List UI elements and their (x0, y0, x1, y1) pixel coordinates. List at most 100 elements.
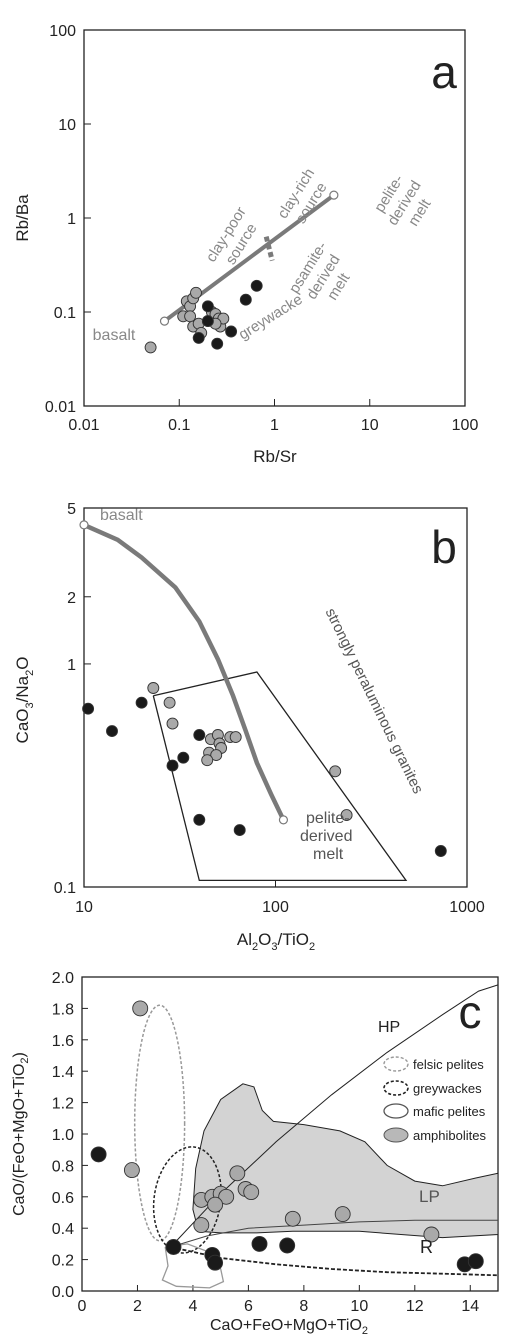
x-tick-label-a: 100 (452, 417, 479, 434)
y-tick-label-a: 10 (58, 117, 76, 134)
x-tick-label-c: 4 (188, 1298, 197, 1315)
y-tick-label-b: 1 (67, 657, 76, 674)
x-tick-label-c: 2 (133, 1298, 142, 1315)
y-tick-label-b: 0.1 (54, 880, 76, 897)
c-grey-point-10 (207, 1196, 224, 1213)
b-black-point-5 (177, 751, 190, 764)
b-grey-point-10 (201, 754, 214, 767)
c-grey-point-12 (284, 1210, 301, 1227)
lp-label: LP (419, 1187, 440, 1206)
x-tick-label-c: 12 (406, 1298, 424, 1315)
felsic-pelites-ellipse (133, 1004, 186, 1242)
y-axis-label-c: CaO/(FeO+MgO+TiO2) (11, 1052, 31, 1216)
b-grey-point-3 (166, 717, 179, 730)
legend-felsic-swatch (383, 1056, 409, 1072)
y-tick-label-c: 0.2 (52, 1253, 74, 1270)
panel-letter-b: b (431, 521, 457, 573)
x-tick-label-b: 10 (75, 899, 93, 916)
b-grey-point-13 (329, 765, 342, 778)
panel-letter-a: a (431, 46, 457, 98)
c-grey-point-9 (243, 1184, 260, 1201)
x-tick-label-c: 6 (244, 1298, 253, 1315)
c-black-point-6 (279, 1237, 296, 1254)
y-tick-label-c: 1.6 (52, 1033, 74, 1050)
hp-curve (170, 984, 499, 1248)
b-black-point-9 (434, 845, 447, 857)
y-tick-label-c: 1.8 (52, 1001, 74, 1018)
panel-c: 0 2 4 6 8 10 12 14 0.0 0.2 0.4 0.6 0.8 1.0 1.2 1.4 1.6 1.… (11, 970, 499, 1336)
y-tick-label-c: 1.2 (52, 1096, 74, 1113)
b-grey-point-14 (340, 809, 353, 822)
b-black-point-2 (106, 725, 118, 738)
x-tick-label-a: 10 (361, 417, 379, 434)
panel-letter-c: c (459, 986, 482, 1038)
a-black-point-7 (250, 279, 263, 292)
b-black-point-6 (193, 729, 206, 741)
c-black-point-2 (165, 1239, 182, 1255)
y-tick-label-a: 1 (67, 211, 76, 228)
x-tick-label-b: 100 (262, 899, 289, 916)
y-tick-label-a: 0.01 (45, 399, 76, 416)
c-grey-point-14 (423, 1226, 440, 1243)
legend-mafic-swatch (383, 1103, 409, 1119)
legend-c: felsic pelites greywackes mafic pelites … (383, 1056, 486, 1143)
x-tick-label-a: 1 (270, 417, 279, 434)
y-tick-label-c: 1.4 (52, 1064, 74, 1081)
pelite-label-b-3: melt (313, 846, 344, 863)
mafic-pelites-outline (161, 1243, 225, 1289)
y-tick-label-c: 0.8 (52, 1158, 74, 1175)
a-black-point-4 (211, 337, 224, 350)
y-tick-label-b: 5 (67, 501, 76, 518)
a-grey-point-6 (190, 286, 202, 299)
y-tick-label-c: 0.0 (52, 1284, 74, 1301)
c-grey-point-6 (218, 1188, 235, 1205)
y-axis-label-b: CaO3/Na2O (13, 657, 36, 744)
r-label: R (420, 1237, 433, 1257)
x-axis-label-a: Rb/Sr (253, 447, 297, 466)
x-tick-label-c: 8 (299, 1298, 308, 1315)
y-tick-label-c: 2.0 (52, 970, 74, 987)
points-c (90, 1000, 484, 1273)
legend-greywackes-swatch (383, 1080, 409, 1096)
endmember-basalt-b (79, 520, 89, 530)
y-tick-label-c: 0.4 (52, 1221, 74, 1238)
source-divider (263, 235, 275, 262)
basalt-label-a: basalt (93, 327, 136, 344)
y-tick-label-c: 1.0 (52, 1127, 74, 1144)
strongly-peraluminous-field (152, 671, 408, 882)
x-tick-label-c: 10 (350, 1298, 368, 1315)
y-tick-label-a: 0.1 (54, 305, 76, 322)
b-black-point-8 (233, 824, 246, 837)
legend-felsic-label: felsic pelites (413, 1057, 484, 1072)
c-grey-point-7 (229, 1165, 246, 1182)
x-tick-label-a: 0.1 (168, 417, 190, 434)
axis-ticks-b: 10 100 1000 0.1 1 2 5 (54, 501, 485, 916)
lp-curve (170, 1219, 498, 1248)
amphibolites-field (192, 1083, 499, 1239)
c-grey-point-11 (193, 1217, 210, 1234)
a-black-point-5 (225, 325, 238, 338)
c-black-point-8 (467, 1253, 484, 1270)
c-black-point-1 (90, 1146, 107, 1163)
b-black-point-4 (166, 759, 179, 772)
legend-amphibolites-label: amphibolites (413, 1128, 486, 1143)
legend-mafic-label: mafic pelites (413, 1104, 486, 1119)
y-axis-label-a: Rb/Ba (13, 194, 32, 242)
pelite-label-b-2: derived (300, 828, 352, 845)
a-grey-point-1 (144, 341, 157, 354)
a-black-point-6 (239, 293, 252, 306)
legend-greywackes-label: greywackes (413, 1081, 482, 1096)
x-tick-label-c: 14 (461, 1298, 479, 1315)
a-black-point-2 (201, 300, 214, 313)
points-a (144, 279, 263, 354)
b-black-point-7 (193, 813, 206, 826)
y-tick-label-b: 2 (67, 590, 76, 607)
c-grey-point-1 (132, 1000, 149, 1017)
c-black-point-4 (207, 1254, 224, 1271)
c-grey-point-13 (334, 1206, 351, 1223)
mixing-endmember-basalt (159, 316, 170, 326)
b-grey-point-1 (147, 682, 160, 694)
basalt-label-b: basalt (100, 507, 143, 524)
axis-ticks-a: 0.010.01 0.1 0.1 1 1 10 10 100 100 (45, 23, 479, 434)
